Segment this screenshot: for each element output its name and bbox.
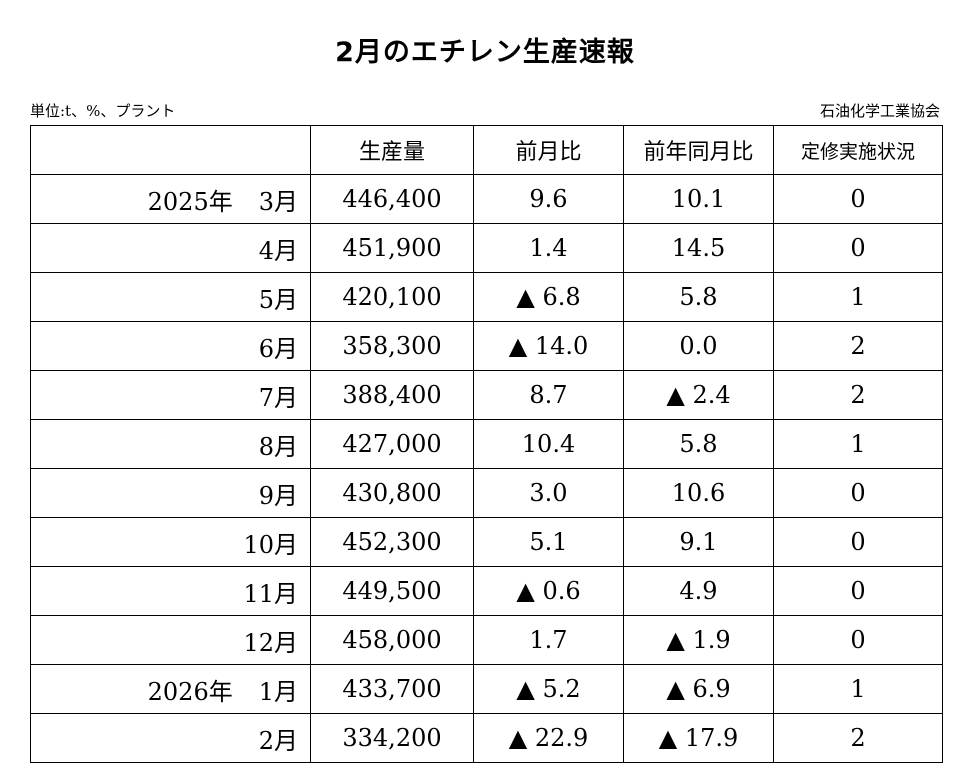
maintenance-cell: 1: [773, 664, 943, 714]
table-row: 5月 420,100 ▲ 6.8 5.8 1: [30, 272, 943, 322]
month-label: 4月: [258, 236, 298, 265]
period-cell: 12月: [30, 615, 311, 665]
source-label: 石油化学工業協会: [819, 102, 940, 120]
month-label: 8月: [258, 432, 298, 461]
period-cell: 4月: [30, 223, 311, 273]
production-cell: 446,400: [310, 174, 474, 224]
production-cell: 334,200: [310, 713, 474, 763]
header-period: [30, 125, 311, 175]
mom-cell: 3.0: [473, 468, 624, 518]
yoy-cell: ▲ 17.9: [623, 713, 774, 763]
period-cell: 7月: [30, 370, 311, 420]
production-cell: 358,300: [310, 321, 474, 371]
mom-cell: 5.1: [473, 517, 624, 567]
month-label: 1月: [258, 677, 298, 706]
production-cell: 430,800: [310, 468, 474, 518]
mom-cell: ▲ 6.8: [473, 272, 624, 322]
month-label: 9月: [258, 481, 298, 510]
mom-cell: ▲ 14.0: [473, 321, 624, 371]
mom-cell: ▲ 22.9: [473, 713, 624, 763]
production-cell: 458,000: [310, 615, 474, 665]
period-cell: 8月: [30, 419, 311, 469]
table-row: 8月 427,000 10.4 5.8 1: [30, 419, 943, 469]
maintenance-cell: 0: [773, 174, 943, 224]
table-row: 9月 430,800 3.0 10.6 0: [30, 468, 943, 518]
month-label: 10月: [243, 530, 298, 559]
year-label: 2025年: [147, 187, 233, 216]
production-cell: 427,000: [310, 419, 474, 469]
table-row: 2月 334,200 ▲ 22.9 ▲ 17.9 2: [30, 713, 943, 763]
table-row: 2025年 3月 446,400 9.6 10.1 0: [30, 174, 943, 224]
month-label: 3月: [258, 187, 298, 216]
mom-cell: 1.7: [473, 615, 624, 665]
mom-cell: 9.6: [473, 174, 624, 224]
ethylene-production-table: 生産量 前月比 前年同月比 定修実施状況 2025年 3月 446,400 9.6 10…: [30, 125, 943, 763]
maintenance-cell: 0: [773, 468, 943, 518]
month-label: 12月: [243, 628, 298, 657]
table-body: 2025年 3月 446,400 9.6 10.1 0 4月 451,900 1.4 14.5 0 5…: [30, 174, 943, 763]
production-cell: 388,400: [310, 370, 474, 420]
yoy-cell: 4.9: [623, 566, 774, 616]
yoy-cell: 10.1: [623, 174, 774, 224]
maintenance-cell: 2: [773, 713, 943, 763]
maintenance-cell: 0: [773, 615, 943, 665]
yoy-cell: ▲ 2.4: [623, 370, 774, 420]
production-cell: 420,100: [310, 272, 474, 322]
mom-cell: 8.7: [473, 370, 624, 420]
period-cell: 2025年 3月: [30, 174, 311, 224]
mom-cell: 1.4: [473, 223, 624, 273]
table-row: 2026年 1月 433,700 ▲ 5.2 ▲ 6.9 1: [30, 664, 943, 714]
yoy-cell: 5.8: [623, 419, 774, 469]
table-row: 11月 449,500 ▲ 0.6 4.9 0: [30, 566, 943, 616]
header-yoy: 前年同月比: [623, 125, 774, 175]
mom-cell: 10.4: [473, 419, 624, 469]
period-cell: 2026年 1月: [30, 664, 311, 714]
header-row: 生産量 前月比 前年同月比 定修実施状況: [30, 125, 943, 175]
yoy-cell: 0.0: [623, 321, 774, 371]
maintenance-cell: 0: [773, 517, 943, 567]
month-label: 5月: [258, 285, 298, 314]
month-label: 7月: [258, 383, 298, 412]
table-row: 4月 451,900 1.4 14.5 0: [30, 223, 943, 273]
production-cell: 433,700: [310, 664, 474, 714]
maintenance-cell: 0: [773, 223, 943, 273]
maintenance-cell: 2: [773, 370, 943, 420]
unit-note: 単位:t、%、プラント: [30, 102, 176, 120]
yoy-cell: 5.8: [623, 272, 774, 322]
table-row: 12月 458,000 1.7 ▲ 1.9 0: [30, 615, 943, 665]
table-row: 7月 388,400 8.7 ▲ 2.4 2: [30, 370, 943, 420]
header-maintenance: 定修実施状況: [773, 125, 943, 175]
production-cell: 449,500: [310, 566, 474, 616]
period-cell: 11月: [30, 566, 311, 616]
period-cell: 2月: [30, 713, 311, 763]
yoy-cell: 9.1: [623, 517, 774, 567]
month-label: 6月: [258, 334, 298, 363]
yoy-cell: 10.6: [623, 468, 774, 518]
maintenance-cell: 1: [773, 419, 943, 469]
year-label: 2026年: [147, 677, 233, 706]
table-row: 10月 452,300 5.1 9.1 0: [30, 517, 943, 567]
period-cell: 9月: [30, 468, 311, 518]
maintenance-cell: 0: [773, 566, 943, 616]
month-label: 2月: [258, 726, 298, 755]
report-title: 2月のエチレン生産速報: [335, 37, 635, 68]
header-mom: 前月比: [473, 125, 624, 175]
month-label: 11月: [243, 579, 298, 608]
mom-cell: ▲ 0.6: [473, 566, 624, 616]
period-cell: 10月: [30, 517, 311, 567]
period-cell: 6月: [30, 321, 311, 371]
yoy-cell: ▲ 1.9: [623, 615, 774, 665]
maintenance-cell: 1: [773, 272, 943, 322]
production-cell: 451,900: [310, 223, 474, 273]
table-row: 6月 358,300 ▲ 14.0 0.0 2: [30, 321, 943, 371]
yoy-cell: ▲ 6.9: [623, 664, 774, 714]
mom-cell: ▲ 5.2: [473, 664, 624, 714]
production-cell: 452,300: [310, 517, 474, 567]
maintenance-cell: 2: [773, 321, 943, 371]
header-production: 生産量: [310, 125, 474, 175]
period-cell: 5月: [30, 272, 311, 322]
yoy-cell: 14.5: [623, 223, 774, 273]
